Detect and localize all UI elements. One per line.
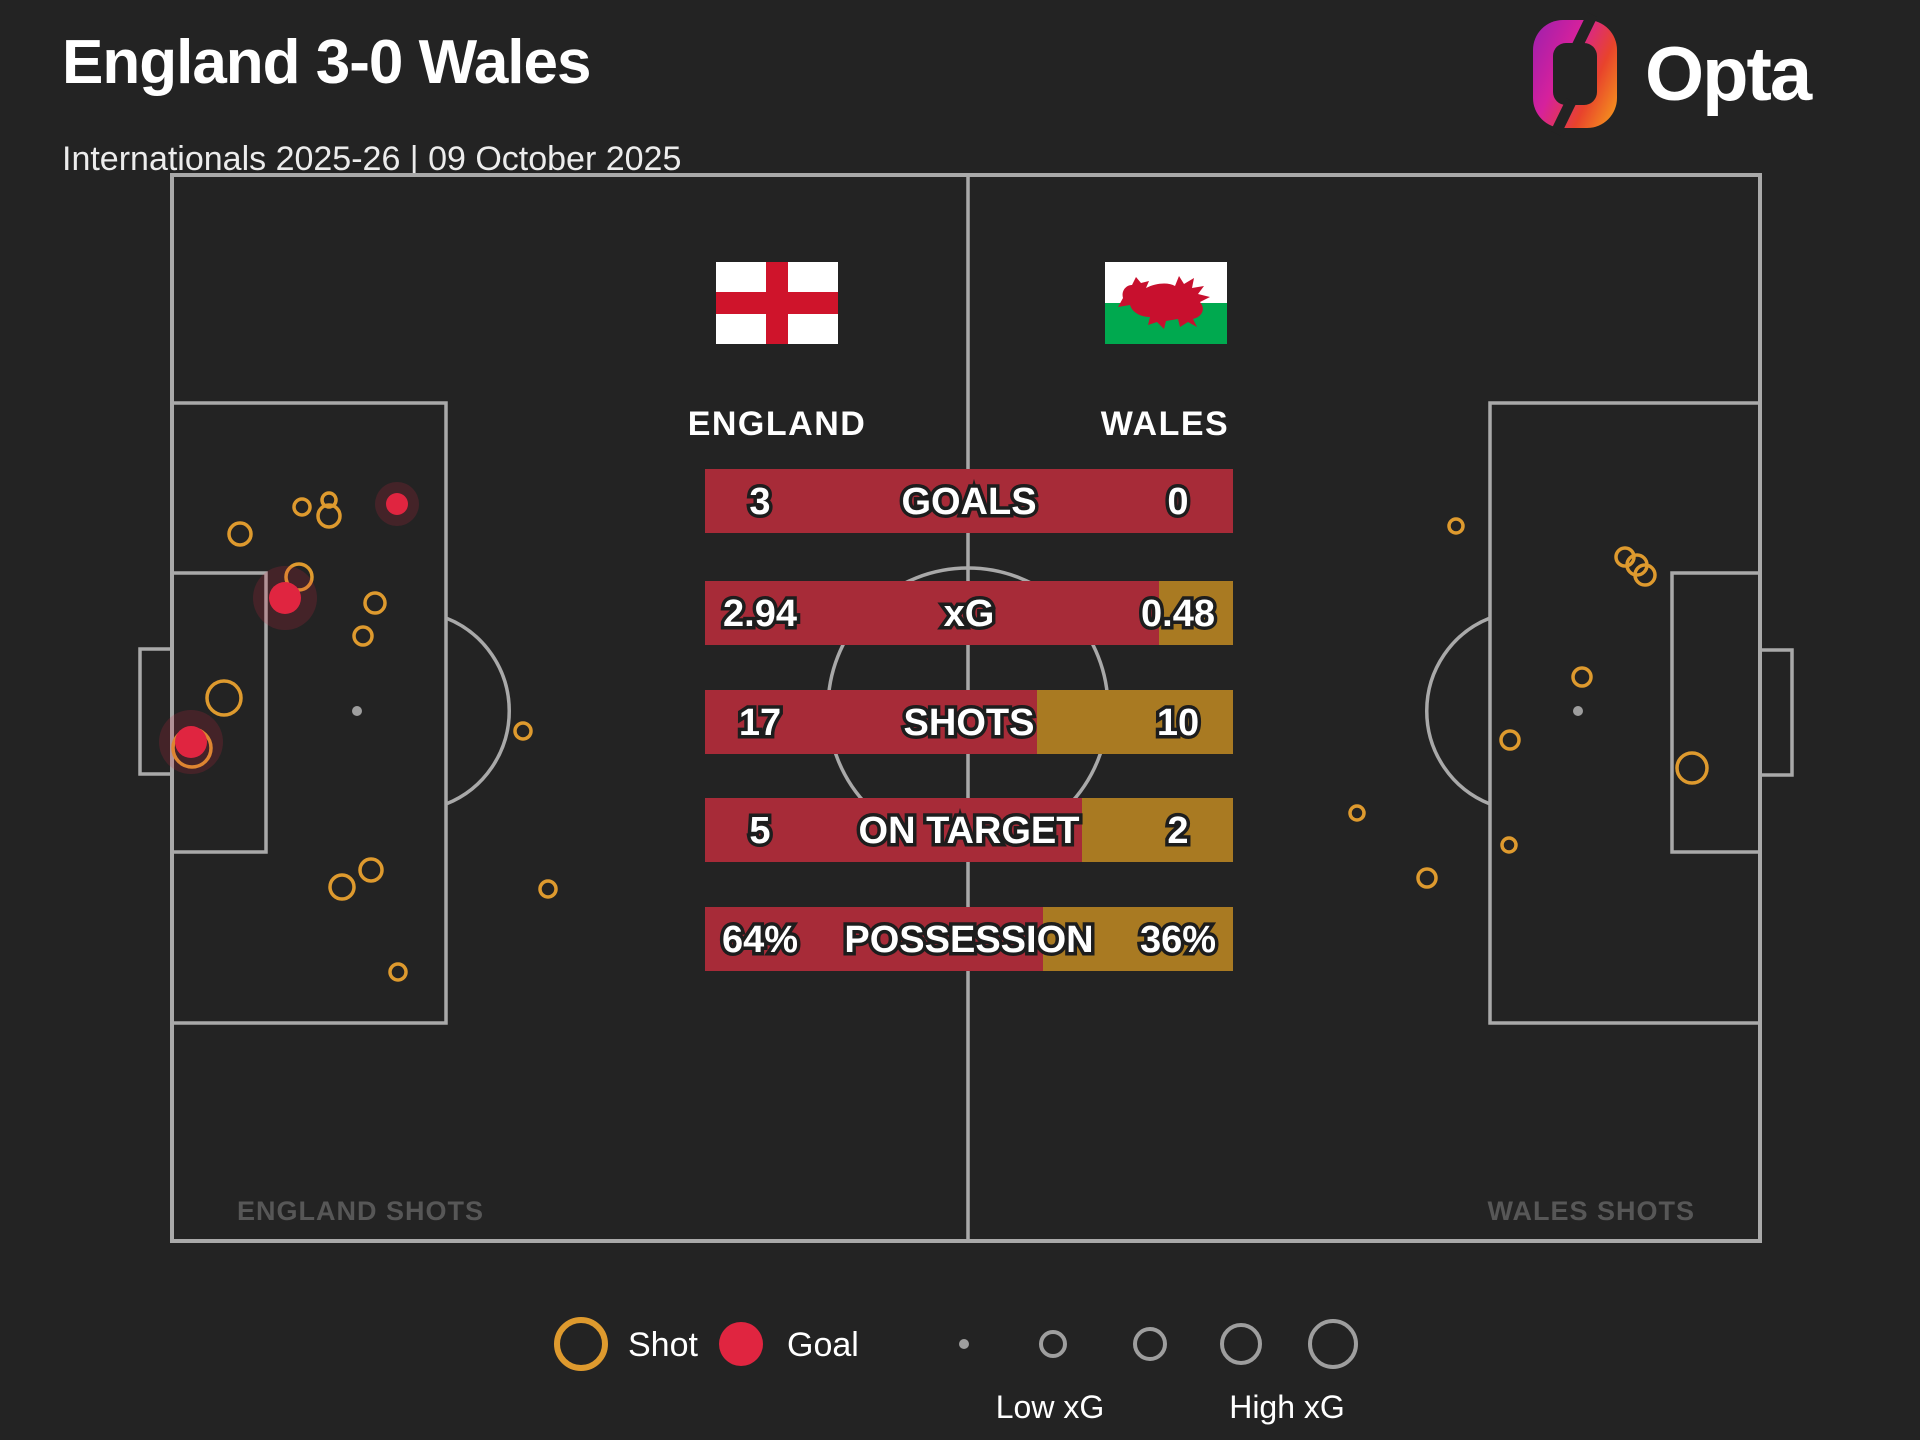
away-bar-segment <box>1043 907 1233 971</box>
left-penalty-spot <box>352 706 362 716</box>
home-bar-segment <box>705 690 1037 754</box>
wales-shot-markers <box>1348 517 1709 889</box>
stat-row-possession: 64% POSSESSION 36% <box>705 907 1233 971</box>
legend-high-xg-label: High xG <box>1229 1389 1345 1425</box>
home-stat-value: 17 <box>739 702 781 744</box>
home-bar-segment <box>705 907 1043 971</box>
shot-marker <box>538 879 558 899</box>
shot-marker <box>316 503 342 529</box>
shot-marker <box>284 562 314 592</box>
home-bar-segment <box>705 469 1233 533</box>
england-shot-markers <box>159 482 558 982</box>
shot-marker <box>513 721 533 741</box>
shot-marker <box>388 962 408 982</box>
stat-name: ON TARGET <box>859 810 1080 852</box>
away-stat-value: 10 <box>1157 702 1199 744</box>
shot-marker <box>1500 836 1518 854</box>
xg-size-scale <box>959 1319 1358 1369</box>
stat-name: xG <box>944 593 995 635</box>
stat-row-shots: 17 SHOTS 10 <box>705 690 1233 754</box>
opta-logo-wordmark: Opta <box>1645 31 1812 117</box>
shot-marker <box>1348 804 1366 822</box>
legend-goal-icon <box>719 1322 763 1366</box>
legend-low-xg-label: Low xG <box>996 1389 1104 1425</box>
legend-goal-label: Goal <box>787 1326 859 1364</box>
shot-marker <box>205 679 243 717</box>
stat-bars: 3 GOALS 0 2.94 xG 0.48 17 SHOTS 10 5 ON TARGET 2 64%… <box>705 469 1233 971</box>
shot-marker <box>292 497 312 517</box>
opta-logo: Opta <box>1533 20 1812 128</box>
xg-scale-dot <box>959 1339 969 1349</box>
right-six-yard-box <box>1670 571 1762 854</box>
legend-shot-icon <box>554 1317 608 1371</box>
opta-logo-icon <box>1533 20 1617 128</box>
right-penalty-spot <box>1573 706 1583 716</box>
away-bar-segment <box>1037 690 1233 754</box>
shot-marker <box>352 625 374 647</box>
stat-row-xg: 2.94 xG 0.48 <box>705 581 1233 645</box>
away-bar-segment <box>1082 798 1233 862</box>
england-flag <box>716 262 838 344</box>
shot-marker <box>1571 666 1593 688</box>
england-shots-label: ENGLAND SHOTS <box>237 1196 484 1226</box>
away-stat-value: 0 <box>1167 481 1188 523</box>
left-six-yard-box <box>170 571 268 854</box>
xg-scale-ring <box>1220 1323 1262 1365</box>
shot-marker <box>1633 563 1657 587</box>
page-title: England 3-0 Wales <box>62 28 591 97</box>
legend-shot-label: Shot <box>628 1326 698 1364</box>
left-goal <box>138 647 172 776</box>
right-penalty-area <box>1488 401 1762 1025</box>
goal-marker <box>269 582 301 614</box>
wales-shots-label: WALES SHOTS <box>1487 1196 1695 1226</box>
welsh-dragon-icon <box>1118 276 1210 329</box>
home-bar-segment <box>705 581 1159 645</box>
stat-row-goals: 3 GOALS 0 <box>705 469 1233 533</box>
right-penalty-arc <box>1425 616 1491 806</box>
away-bar-segment <box>1159 581 1233 645</box>
shot-marker <box>1416 867 1438 889</box>
shot-marker <box>1675 751 1709 785</box>
stat-name: POSSESSION <box>844 919 1093 961</box>
home-team-name: ENGLAND <box>688 405 867 443</box>
away-stat-value: 0.48 <box>1141 593 1215 635</box>
shot-marker <box>320 491 338 509</box>
away-stat-value: 2 <box>1167 810 1188 852</box>
shot-marker <box>363 591 387 615</box>
goal-marker <box>386 493 408 515</box>
goal-marker <box>175 726 207 758</box>
away-team-name: WALES <box>1101 405 1229 443</box>
home-stat-value: 2.94 <box>723 593 797 635</box>
stat-name: SHOTS <box>904 702 1035 744</box>
home-stat-value: 5 <box>749 810 770 852</box>
stat-name: GOALS <box>901 481 1036 523</box>
left-penalty-arc <box>445 616 511 806</box>
shot-marker <box>227 521 253 547</box>
shot-marker <box>1499 729 1521 751</box>
shot-marker <box>1447 517 1465 535</box>
xg-scale-ring <box>1039 1330 1067 1358</box>
stat-row-on-target: 5 ON TARGET 2 <box>705 798 1233 862</box>
away-stat-value: 36% <box>1140 919 1216 961</box>
page-subtitle: Internationals 2025-26 | 09 October 2025 <box>62 140 682 178</box>
home-bar-segment <box>705 798 1082 862</box>
xg-scale-ring <box>1308 1319 1358 1369</box>
shot-marker <box>358 857 384 883</box>
wales-flag <box>1105 262 1227 344</box>
shot-marker <box>328 873 356 901</box>
legend: Shot Goal Low xG High xG <box>554 1317 1358 1425</box>
home-stat-value: 3 <box>749 481 770 523</box>
home-stat-value: 64% <box>722 919 798 961</box>
right-goal <box>1760 648 1794 777</box>
xg-scale-ring <box>1133 1327 1167 1361</box>
